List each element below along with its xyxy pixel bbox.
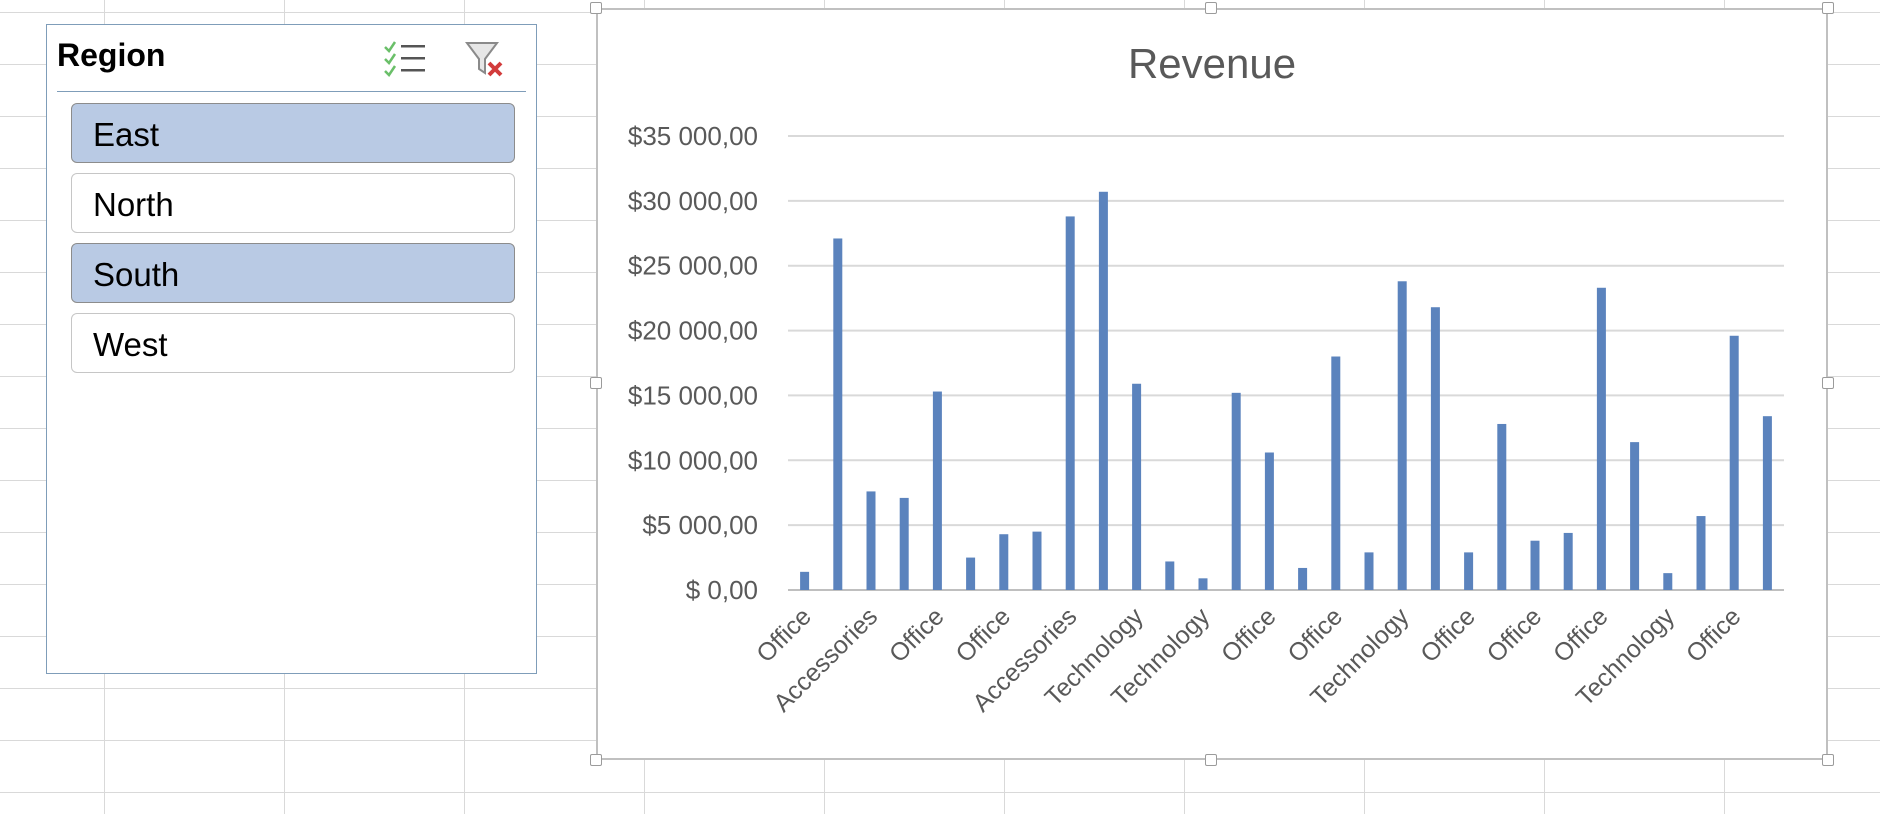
x-tick-label: Office xyxy=(1216,602,1282,668)
clear-filter-icon[interactable] xyxy=(465,39,511,81)
bar[interactable] xyxy=(1331,356,1341,590)
slicer-item-north[interactable]: North xyxy=(71,173,515,233)
y-tick-label: $30 000,00 xyxy=(628,186,758,216)
bar[interactable] xyxy=(1098,191,1108,590)
slicer-item-west[interactable]: West xyxy=(71,313,515,373)
slicer-items: East North South West xyxy=(71,103,515,383)
x-tick-label: Office xyxy=(1482,602,1548,668)
y-tick-label: $5 000,00 xyxy=(642,510,758,540)
y-tick-label: $25 000,00 xyxy=(628,251,758,281)
resize-handle-bottom[interactable] xyxy=(1205,754,1217,766)
bar[interactable] xyxy=(1497,423,1507,590)
resize-handle-top[interactable] xyxy=(1205,2,1217,14)
bar[interactable] xyxy=(1596,287,1606,590)
bar[interactable] xyxy=(1762,416,1772,590)
y-tick-label: $ 0,00 xyxy=(686,575,758,605)
bar[interactable] xyxy=(1397,281,1407,590)
slicer-item-label: West xyxy=(93,326,168,363)
bar[interactable] xyxy=(1364,552,1374,590)
resize-handle-bottom-left[interactable] xyxy=(590,754,602,766)
slicer-item-label: North xyxy=(93,186,174,223)
slicer-separator xyxy=(57,91,526,92)
bar[interactable] xyxy=(866,491,876,590)
bar[interactable] xyxy=(1663,573,1673,590)
slicer-item-east[interactable]: East xyxy=(71,103,515,163)
bar[interactable] xyxy=(1696,516,1706,590)
bar[interactable] xyxy=(1298,567,1308,590)
resize-handle-left[interactable] xyxy=(590,377,602,389)
bar[interactable] xyxy=(899,497,909,590)
bar[interactable] xyxy=(1630,442,1640,590)
y-tick-label: $10 000,00 xyxy=(628,445,758,475)
y-tick-label: $20 000,00 xyxy=(628,316,758,346)
region-slicer: Region East North South xyxy=(46,24,537,674)
x-tick-label: Office xyxy=(884,602,950,668)
bar[interactable] xyxy=(1165,561,1175,590)
bar[interactable] xyxy=(999,534,1009,590)
bar[interactable] xyxy=(1264,452,1274,590)
bar[interactable] xyxy=(1430,307,1440,590)
resize-handle-right[interactable] xyxy=(1822,377,1834,389)
chart-title: Revenue xyxy=(1127,40,1297,87)
bar[interactable] xyxy=(1729,335,1739,590)
bar[interactable] xyxy=(800,571,810,590)
y-tick-label: $15 000,00 xyxy=(628,380,758,410)
resize-handle-bottom-right[interactable] xyxy=(1822,754,1834,766)
bar[interactable] xyxy=(1231,392,1241,590)
bar[interactable] xyxy=(1464,552,1474,590)
bar[interactable] xyxy=(1530,540,1540,590)
bar[interactable] xyxy=(1563,532,1573,590)
bar[interactable] xyxy=(1032,531,1042,590)
bar[interactable] xyxy=(966,557,976,590)
x-tick-label: Office xyxy=(1681,602,1747,668)
resize-handle-top-right[interactable] xyxy=(1822,2,1834,14)
bar[interactable] xyxy=(1132,383,1142,590)
chart-plot-area: $ 0,00 $5 000,00 $10 000,00 $15 000,00 $20 0… xyxy=(628,121,1784,718)
bar[interactable] xyxy=(833,238,843,590)
slicer-item-label: South xyxy=(93,256,180,293)
bar[interactable] xyxy=(1065,216,1075,590)
x-tick-label: Office xyxy=(1415,602,1481,668)
revenue-chart[interactable]: Revenue $ 0,00 $5 000,00 $10 000,00 $15 000… xyxy=(596,8,1828,760)
slicer-header: Region xyxy=(47,25,536,93)
slicer-title: Region xyxy=(57,37,166,73)
y-tick-label: $35 000,00 xyxy=(628,121,758,151)
multi-select-icon[interactable] xyxy=(383,39,429,81)
bar[interactable] xyxy=(1198,578,1208,590)
resize-handle-top-left[interactable] xyxy=(590,2,602,14)
slicer-item-label: East xyxy=(93,116,160,153)
bar[interactable] xyxy=(932,391,942,590)
slicer-item-south[interactable]: South xyxy=(71,243,515,303)
